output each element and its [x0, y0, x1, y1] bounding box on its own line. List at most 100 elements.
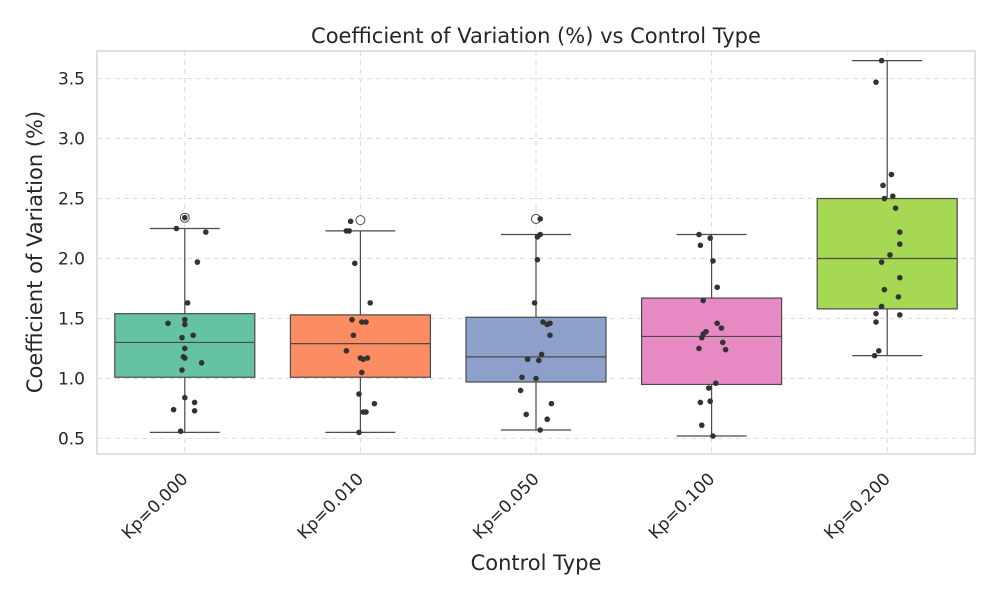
data-point: [182, 345, 188, 352]
data-point: [887, 252, 893, 258]
data-point: [182, 355, 188, 361]
data-point: [537, 216, 543, 222]
data-point: [363, 319, 369, 325]
data-point: [871, 352, 878, 359]
data-point: [356, 429, 362, 436]
data-point: [722, 346, 729, 353]
data-point: [177, 428, 184, 435]
data-point: [718, 325, 725, 331]
data-point: [191, 408, 198, 414]
data-point: [517, 387, 524, 394]
x-tick-label: Kp=0.200: [821, 469, 895, 543]
data-point: [363, 409, 369, 415]
data-point: [696, 231, 702, 238]
data-point: [531, 300, 538, 306]
data-point: [371, 400, 378, 407]
data-point: [888, 171, 895, 178]
data-point: [697, 399, 704, 406]
y-tick-label: 2.5: [58, 190, 85, 210]
data-point: [720, 339, 726, 346]
data-point: [881, 286, 888, 293]
data-point: [878, 57, 885, 64]
data-point: [897, 241, 903, 247]
data-point: [876, 348, 882, 354]
data-point: [897, 229, 903, 235]
data-point: [534, 234, 541, 240]
data-point: [892, 205, 899, 211]
data-point: [198, 360, 205, 366]
iqr-box: [816, 197, 958, 310]
data-point: [359, 319, 365, 325]
plot-area-frame: [96, 50, 976, 455]
data-point: [346, 228, 353, 234]
data-point: [890, 193, 896, 199]
data-point: [880, 182, 886, 189]
iqr-box: [289, 314, 431, 378]
data-point: [533, 375, 539, 382]
box-group: [816, 59, 958, 357]
data-point: [710, 433, 716, 439]
data-point: [190, 332, 196, 339]
points-layer: [165, 57, 903, 439]
outlier-marker: [355, 215, 366, 226]
y-tick-label: 0.5: [58, 429, 85, 449]
data-point: [347, 218, 354, 225]
boxes-layer: [114, 59, 958, 437]
box-group: [289, 215, 431, 434]
data-point: [182, 394, 188, 401]
data-point: [182, 316, 188, 323]
data-point: [707, 398, 713, 405]
data-point: [873, 79, 879, 85]
data-point: [540, 319, 546, 325]
data-point: [897, 312, 903, 318]
data-point: [878, 303, 885, 310]
data-point: [203, 229, 209, 235]
data-point: [897, 274, 903, 281]
y-tick-label: 1.5: [58, 309, 85, 329]
data-point: [536, 357, 542, 364]
data-point: [548, 400, 555, 407]
data-point: [179, 367, 185, 373]
data-point: [713, 380, 719, 387]
data-point: [534, 256, 541, 263]
x-tick-label: Kp=0.050: [469, 469, 543, 543]
data-point: [349, 316, 355, 323]
data-point: [359, 369, 365, 376]
y-tick-label: 3.5: [58, 70, 85, 90]
data-point: [356, 391, 362, 397]
y-tick-label: 1.0: [58, 369, 85, 389]
data-point: [191, 399, 198, 406]
data-point: [873, 319, 879, 325]
data-point: [696, 345, 702, 352]
data-point: [182, 321, 188, 328]
data-point: [364, 355, 371, 361]
x-tick-label: Kp=0.000: [118, 469, 192, 543]
y-tick-label: 3.0: [58, 130, 85, 150]
data-point: [873, 310, 879, 317]
data-point: [179, 334, 185, 341]
iqr-box: [640, 297, 783, 386]
data-point: [699, 422, 705, 429]
data-point: [524, 356, 531, 363]
x-axis-ticks: Kp=0.000 Kp=0.010 Kp=0.050 Kp=0.100 Kp=0.200: [118, 469, 895, 543]
data-point: [194, 259, 201, 265]
data-point: [706, 385, 712, 391]
x-tick-label: Kp=0.100: [645, 469, 719, 543]
y-tick-label: 2.0: [58, 249, 85, 269]
data-point: [519, 374, 525, 381]
data-point: [697, 242, 704, 249]
y-axis-ticks: 0.5 1.0 1.5 2.0 2.5 3.0 3.5: [58, 70, 85, 450]
data-point: [544, 416, 550, 423]
data-point: [367, 300, 374, 306]
data-point: [360, 356, 367, 363]
data-point: [182, 214, 188, 221]
data-point: [352, 260, 358, 267]
data-point: [523, 411, 529, 418]
data-point: [184, 300, 191, 306]
box-group: [640, 233, 783, 437]
y-axis-title: Coefficient of Variation (%): [23, 111, 47, 393]
data-point: [537, 427, 543, 433]
iqr-box: [465, 316, 607, 383]
data-point: [170, 406, 177, 413]
